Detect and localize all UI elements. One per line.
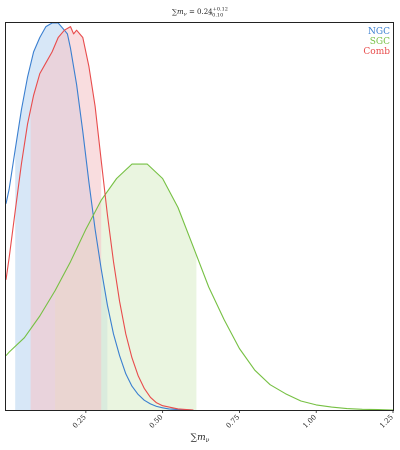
legend-entry-sgc: SGC [370,37,390,47]
line-comb [5,26,194,411]
line-ngc [5,22,194,411]
plot-frame [5,22,394,411]
plot-area [5,22,394,411]
line-sgc [5,163,394,411]
x-tick-label: 0.25 [71,413,88,430]
density-curves [5,22,394,411]
chart-title-upper: +0.12 [213,7,228,13]
x-tick-label: 1.00 [301,413,318,430]
x-ticks: 0.25 0.50 0.75 1.00 1.25 [71,410,395,430]
chart-title-main: m [177,8,184,16]
x-tick-label: 1.25 [378,413,395,430]
chart-title-lower: −0.10 [208,13,223,19]
x-axis-label-sub: ν [206,437,210,444]
x-axis-label-main: m [197,433,206,443]
chart-title-prefix: ∑ [172,8,177,16]
x-tick-label: 0.50 [148,413,165,430]
credible-interval-shading [15,23,197,410]
x-axis-label-prefix: ∑ [191,433,198,443]
chart-title: ∑mν = 0.24+0.12 −0.10 [172,7,228,19]
x-tick-label: 0.75 [225,413,242,430]
chart-title-sub: ν [184,12,187,18]
chart-title-value: = 0.24 [187,8,213,16]
x-axis-label: ∑mν [191,433,210,444]
legend-entry-ngc: NGC [368,27,390,37]
shade-comb [30,26,102,410]
legend-entry-comb: Comb [363,47,390,57]
